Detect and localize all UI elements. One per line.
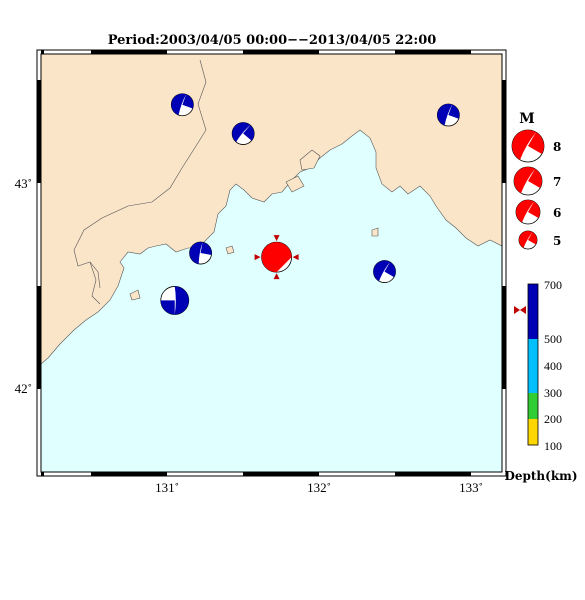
magnitude-legend: M 8 7 6 5	[511, 111, 561, 250]
depth-label: 200	[544, 412, 562, 426]
lat-tick-label: 43˚	[15, 176, 32, 191]
depth-label: 400	[544, 359, 562, 373]
main-event-marker-icon	[273, 235, 280, 242]
magnitude-legend-title: M	[519, 111, 535, 127]
deep-event-mechanism	[170, 93, 194, 117]
magnitude-legend-icon	[513, 166, 543, 196]
island	[285, 175, 305, 193]
island	[129, 289, 141, 301]
map-title: Period:2003/04/05 00:00−−2013/04/05 22:0…	[108, 33, 437, 48]
magnitude-legend-label: 8	[553, 140, 561, 154]
lon-tick-label: 131˚	[155, 480, 179, 495]
magnitude-legend-label: 6	[553, 206, 561, 220]
river-line	[89, 261, 101, 305]
deep-event-mechanism	[436, 103, 460, 127]
deep-event-mechanism	[373, 260, 396, 283]
main-event-mechanism	[254, 235, 299, 280]
depth-label: 500	[544, 332, 562, 346]
depth-color-bar	[528, 284, 538, 339]
deep-event-mechanism	[160, 286, 190, 315]
island	[225, 245, 235, 255]
deep-event-mechanism	[189, 241, 213, 265]
depth-marker-icon	[514, 306, 526, 314]
depth-label: 700	[544, 278, 562, 292]
magnitude-legend-label: 7	[553, 175, 561, 189]
main-event-marker-icon	[254, 254, 261, 261]
island	[299, 149, 321, 171]
depth-color-bar	[528, 393, 538, 419]
lat-tick-label: 42˚	[15, 381, 32, 396]
depth-scale: 700 500 400 300 200 100 Depth(km)	[504, 278, 577, 483]
magnitude-legend-label: 5	[553, 234, 561, 248]
land-area	[41, 54, 502, 365]
depth-color-bar	[528, 339, 538, 393]
lon-tick-label: 132˚	[307, 480, 331, 495]
magnitude-legend-icon	[515, 199, 541, 225]
map-frame	[41, 54, 502, 472]
depth-scale-title: Depth(km)	[504, 469, 577, 483]
events-layer	[160, 93, 460, 315]
magnitude-legend-icon	[511, 129, 545, 163]
lon-tick-label: 133˚	[459, 480, 483, 495]
main-event-marker-icon	[292, 254, 299, 261]
main-event-marker-icon	[273, 273, 280, 280]
depth-label: 100	[544, 439, 562, 453]
depth-label: 300	[544, 386, 562, 400]
depth-color-bar	[528, 419, 538, 445]
border-line	[73, 59, 207, 289]
magnitude-legend-icon	[518, 230, 538, 250]
deep-event-mechanism	[231, 122, 255, 145]
map-frame-border	[36, 49, 507, 477]
island	[371, 227, 379, 237]
